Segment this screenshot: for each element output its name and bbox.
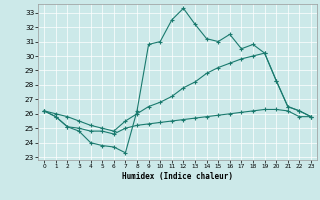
X-axis label: Humidex (Indice chaleur): Humidex (Indice chaleur)	[122, 172, 233, 181]
